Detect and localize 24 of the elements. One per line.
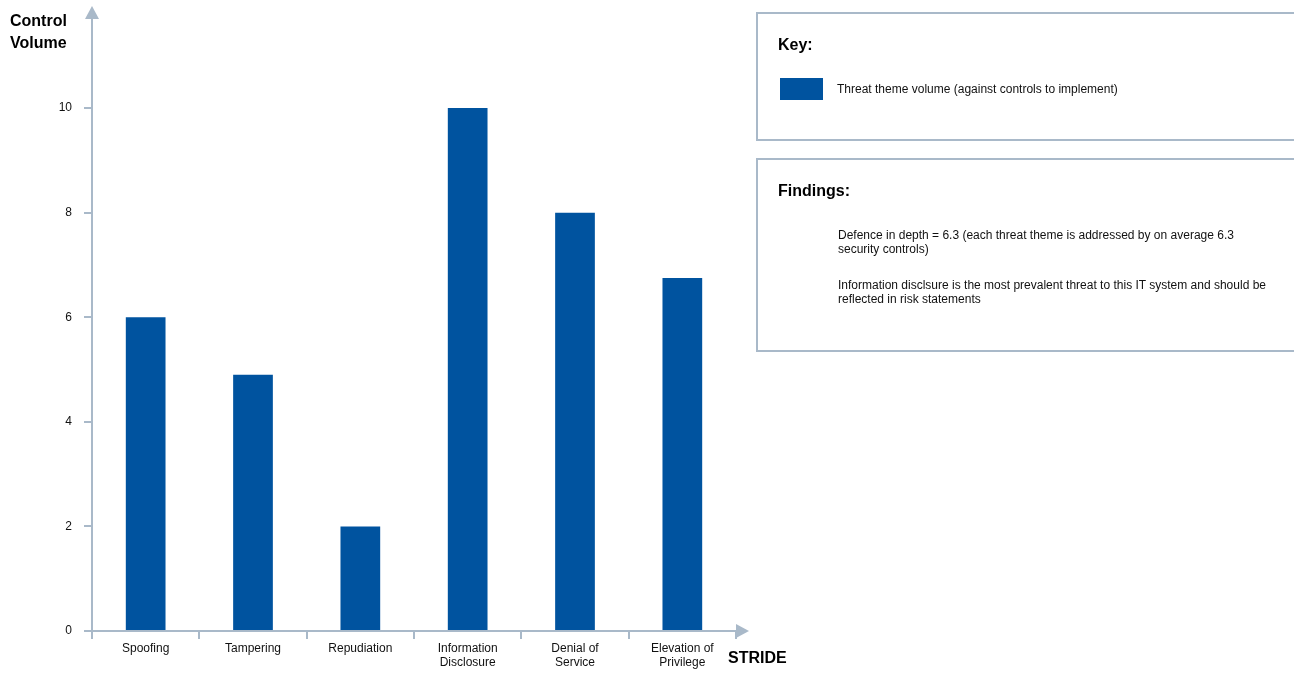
- y-tick-label: 8: [65, 204, 73, 219]
- y-tick-label: 2: [65, 518, 73, 533]
- y-tick-label: 10: [58, 100, 73, 115]
- bar: [233, 374, 273, 630]
- x-tick-label: Elevation of Privilege: [650, 640, 715, 669]
- x-tick-label: Information Disclosure: [437, 640, 498, 669]
- bar: [340, 526, 381, 630]
- x-tick-label: Repudiation: [328, 640, 393, 655]
- x-tick-label: Spoofing: [121, 640, 170, 655]
- y-tick-label: 6: [65, 309, 73, 324]
- y-tick-label: 0: [65, 623, 73, 638]
- legend-label: Threat theme volume (against controls to implement): [837, 82, 1118, 96]
- notes-panel: Findings: Defence in depth = 6.3 (each threat theme is addressed by on average 6.3 security controls) Information disclsure is the most prevalent threat to this IT system and should be reflected in risk statements: [756, 158, 1294, 352]
- bar: [662, 278, 703, 630]
- x-tick-label: Tampering: [224, 640, 282, 655]
- legend-title: Key:: [778, 36, 814, 54]
- bar: [555, 212, 595, 630]
- key-panel: Key: Threat theme volume (against controls to implement): [756, 12, 1294, 141]
- bar: [125, 317, 166, 630]
- x-tick-label: Denial of Service: [551, 640, 600, 669]
- bar: [447, 108, 488, 630]
- y-tick-label: 4: [65, 414, 73, 429]
- x-axis-title: STRIDE: [728, 649, 787, 667]
- y-axis-title: Control Volume: [10, 11, 68, 53]
